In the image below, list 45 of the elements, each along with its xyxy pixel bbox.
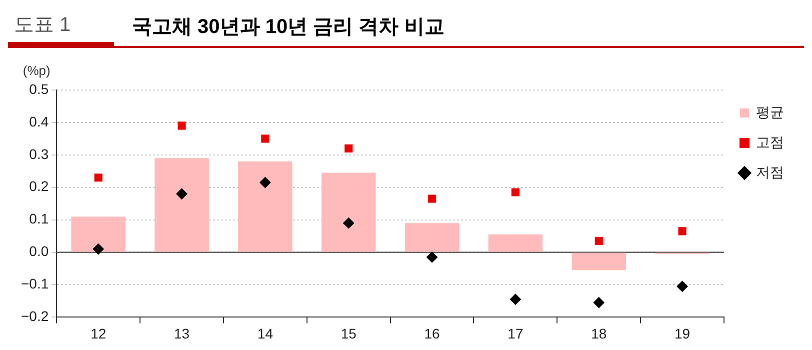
point: [511, 188, 520, 196]
chart-title: 국고채 30년과 10년 금리 격차 비교: [131, 15, 444, 40]
x-tick-label: 14: [257, 325, 274, 342]
point: [593, 297, 604, 308]
point: [344, 144, 353, 152]
legend-label: 고점: [756, 134, 784, 150]
y-tick-label: 0.3: [29, 146, 49, 162]
y-axis-title: (%p): [22, 63, 50, 78]
point: [343, 218, 354, 229]
y-tick-label: 0.2: [29, 178, 49, 194]
x-tick-label: 19: [674, 325, 690, 342]
bar: [404, 223, 460, 252]
point: [261, 134, 270, 143]
x-tick-label: 17: [508, 325, 524, 342]
point: [428, 194, 436, 203]
point: [178, 122, 186, 130]
point: [176, 188, 188, 200]
x-tick-label: 12: [90, 325, 106, 342]
point: [676, 280, 688, 292]
point: [510, 294, 521, 305]
x-tick-label: 13: [174, 325, 190, 342]
point: [94, 174, 102, 182]
y-tick-label: −0.2: [20, 308, 49, 324]
x-tick-label: 18: [591, 325, 607, 342]
y-tick-label: 0.5: [29, 80, 49, 97]
bar: [321, 172, 376, 252]
point: [260, 177, 271, 188]
text: 도표 1: [8, 11, 114, 48]
bar: [238, 161, 292, 252]
bar: [488, 234, 543, 252]
x-tick-label: 15: [340, 325, 357, 342]
point: [426, 252, 438, 263]
legend-label: 저점: [756, 164, 784, 180]
y-tick-label: 0.1: [29, 210, 49, 227]
bar: [71, 216, 126, 252]
point: [594, 236, 603, 245]
bar: [572, 252, 626, 270]
point: [92, 244, 104, 255]
point: [678, 227, 686, 236]
y-tick-label: 0.4: [29, 113, 49, 130]
y-tick-label: 0.0: [29, 243, 49, 260]
x-tick-label: 16: [424, 325, 440, 342]
y-tick-label: −0.1: [20, 276, 49, 292]
bar: [154, 158, 209, 252]
legend-label: 평균: [756, 104, 784, 120]
